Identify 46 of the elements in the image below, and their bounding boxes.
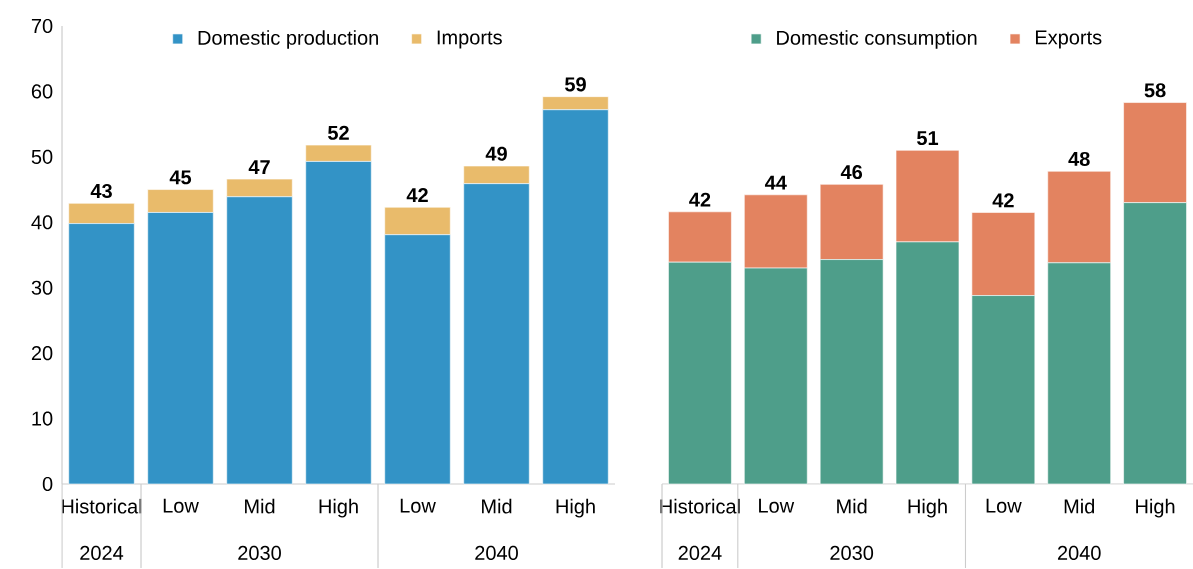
text: 2024 <box>80 545 124 560</box>
x-tick-label: High <box>319 498 358 518</box>
total-label: 45 <box>169 170 192 185</box>
total-label: 44 <box>764 175 787 190</box>
total-label: 51 <box>916 131 939 146</box>
total-label: 48 <box>1068 151 1090 167</box>
x-tick-label: Mid <box>1064 498 1095 514</box>
y-tick-label: 50 <box>31 149 53 164</box>
total-label: 42 <box>689 192 711 207</box>
legend-label: Imports <box>437 30 502 49</box>
legend-label: Domestic consumption <box>777 30 977 49</box>
x-tick-label: Mid <box>245 498 275 514</box>
text: 2030 <box>830 545 874 560</box>
total-label: 59 <box>564 77 586 92</box>
text: 2024 <box>678 545 722 560</box>
total-label: 52 <box>328 125 349 140</box>
x-tick-label: Low <box>986 498 1022 513</box>
total-label: 47 <box>248 160 270 174</box>
x-tick-label: High <box>556 498 595 518</box>
x-tick-label: Mid <box>482 498 512 514</box>
y-tick-label: 60 <box>31 84 53 99</box>
total-label: 46 <box>840 164 863 180</box>
text: 2040 <box>475 545 518 560</box>
x-tick-label: Low <box>163 498 199 513</box>
x-tick-label: Historical <box>62 498 142 514</box>
y-tick-label: 20 <box>31 346 53 361</box>
y-tick-label: 30 <box>31 280 53 295</box>
x-tick-label: Mid <box>837 498 867 514</box>
total-label: 42 <box>992 193 1014 208</box>
text: 2040 <box>1057 545 1101 560</box>
legend-label: Domestic production <box>198 30 378 49</box>
x-tick-label: High <box>1136 498 1175 518</box>
total-label: 43 <box>90 183 112 199</box>
total-label: 49 <box>485 146 507 161</box>
x-tick-label: High <box>908 498 947 518</box>
total-label: 42 <box>406 188 428 203</box>
y-tick-label: 0 <box>42 476 53 492</box>
total-label: 58 <box>1144 83 1166 98</box>
y-tick-label: 10 <box>32 411 53 426</box>
x-tick-label: Historical <box>660 498 740 514</box>
x-tick-label: Low <box>400 498 436 513</box>
y-tick-label: 70 <box>31 18 53 34</box>
text: 2030 <box>238 545 281 560</box>
legend-label: Exports <box>1036 30 1102 49</box>
y-tick-label: 40 <box>31 215 53 230</box>
x-tick-label: Low <box>759 498 795 513</box>
